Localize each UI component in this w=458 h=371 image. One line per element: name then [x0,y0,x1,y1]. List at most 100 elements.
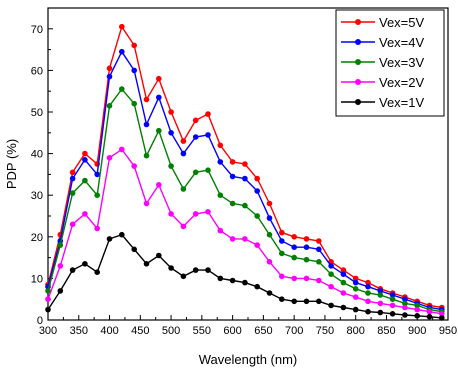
data-point-vex-4v [106,73,113,80]
data-point-vex-3v [229,200,236,207]
x-tick-label: 900 [408,325,426,337]
data-point-vex-3v [365,290,371,296]
x-tick-label: 450 [131,325,149,337]
data-point-vex-4v [94,171,100,178]
y-tick-label: 30 [31,190,43,202]
data-point-vex-3v [352,286,359,292]
data-point-vex-2v [377,300,384,307]
data-point-vex-4v [352,279,359,286]
data-point-vex-3v [217,192,224,198]
data-point-vex-1v [291,298,298,305]
y-tick-label: 40 [31,149,43,161]
data-point-vex-1v [365,308,371,315]
data-point-vex-5v [180,138,187,144]
data-point-vex-3v [205,167,211,173]
data-point-vex-1v [414,313,421,319]
data-point-vex-5v [106,65,113,72]
data-point-vex-4v [402,296,408,303]
x-tick-label: 800 [347,325,365,337]
data-point-vex-4v [229,173,236,180]
data-point-vex-3v [254,213,260,219]
data-point-vex-1v [340,304,347,311]
data-point-vex-4v [143,121,150,128]
data-point-vex-1v [168,265,174,271]
legend-label-vex-2v: Vex=2V [379,75,425,90]
data-point-vex-5v [340,267,347,273]
x-tick-label: 300 [39,325,57,337]
data-point-vex-1v [57,288,64,294]
y-axis: 0 10 20 30 40 50 60 70 [31,7,53,327]
legend-label-vex-5v: Vex=5V [379,15,425,30]
series-layer [45,23,445,321]
data-point-vex-1v [131,246,137,253]
y-tick-label: 50 [31,107,43,119]
legend-marker-vex-5v [355,19,361,25]
y-tick-label: 20 [31,232,43,244]
data-point-vex-2v [82,211,88,217]
data-point-vex-2v [205,209,211,215]
data-point-vex-2v [45,296,51,303]
y-tick-label: 10 [31,273,43,285]
y-axis-title: PDP (%) [4,139,19,189]
data-point-vex-2v [291,275,298,282]
data-point-vex-1v [205,267,211,273]
legend-label-vex-3v: Vex=3V [379,55,425,70]
x-tick-label: 350 [70,325,88,337]
data-point-vex-3v [279,250,285,257]
data-point-vex-4v [328,263,334,269]
data-point-vex-4v [82,157,88,163]
data-point-vex-1v [242,279,248,286]
y-tick-label: 70 [31,24,43,36]
data-point-vex-1v [254,283,260,290]
x-tick-label: 950 [439,325,457,337]
data-point-vex-5v [217,142,224,149]
legend-marker-vex-1v [355,99,361,105]
data-point-vex-2v [328,283,334,290]
data-point-vex-3v [402,300,408,307]
data-point-vex-4v [180,150,187,157]
data-point-vex-5v [279,229,285,236]
data-point-vex-1v [316,298,322,305]
data-point-vex-3v [143,152,150,159]
data-point-vex-5v [192,117,199,124]
data-point-vex-2v [303,275,310,282]
data-point-vex-4v [119,48,125,55]
x-tick-label: 850 [377,325,395,337]
data-point-vex-1v [402,312,408,318]
data-point-vex-5v [291,234,298,240]
data-point-vex-3v [168,163,174,169]
data-point-vex-3v [82,177,88,184]
data-point-vex-1v [180,273,187,280]
data-point-vex-1v [439,315,445,321]
data-point-vex-3v [328,271,334,278]
data-point-vex-3v [119,86,125,92]
data-point-vex-3v [192,169,199,176]
x-tick-label: 550 [193,325,211,337]
data-point-vex-3v [242,202,248,209]
data-point-vex-2v [106,155,113,161]
data-point-vex-2v [439,311,445,317]
data-point-vex-4v [192,134,199,140]
data-point-vex-3v [57,242,64,248]
y-tick-label: 60 [31,65,43,77]
x-tick-label: 650 [254,325,272,337]
data-point-vex-4v [242,175,248,182]
data-point-vex-3v [69,190,76,196]
data-point-vex-5v [82,150,88,157]
data-point-vex-1v [352,306,359,313]
data-point-vex-1v [45,306,51,313]
y-tick-label: 0 [37,315,43,327]
data-point-vex-5v [168,109,174,115]
legend-box [335,9,445,117]
data-point-vex-3v [266,231,273,238]
data-point-vex-3v [291,254,298,261]
data-point-vex-1v [69,267,76,273]
data-point-vex-2v [389,302,396,309]
data-point-vex-4v [291,244,298,250]
data-point-vex-1v [119,231,125,238]
data-point-vex-5v [352,275,359,282]
data-point-vex-4v [377,288,384,294]
data-point-vex-2v [156,182,162,188]
data-point-vex-4v [131,67,137,74]
